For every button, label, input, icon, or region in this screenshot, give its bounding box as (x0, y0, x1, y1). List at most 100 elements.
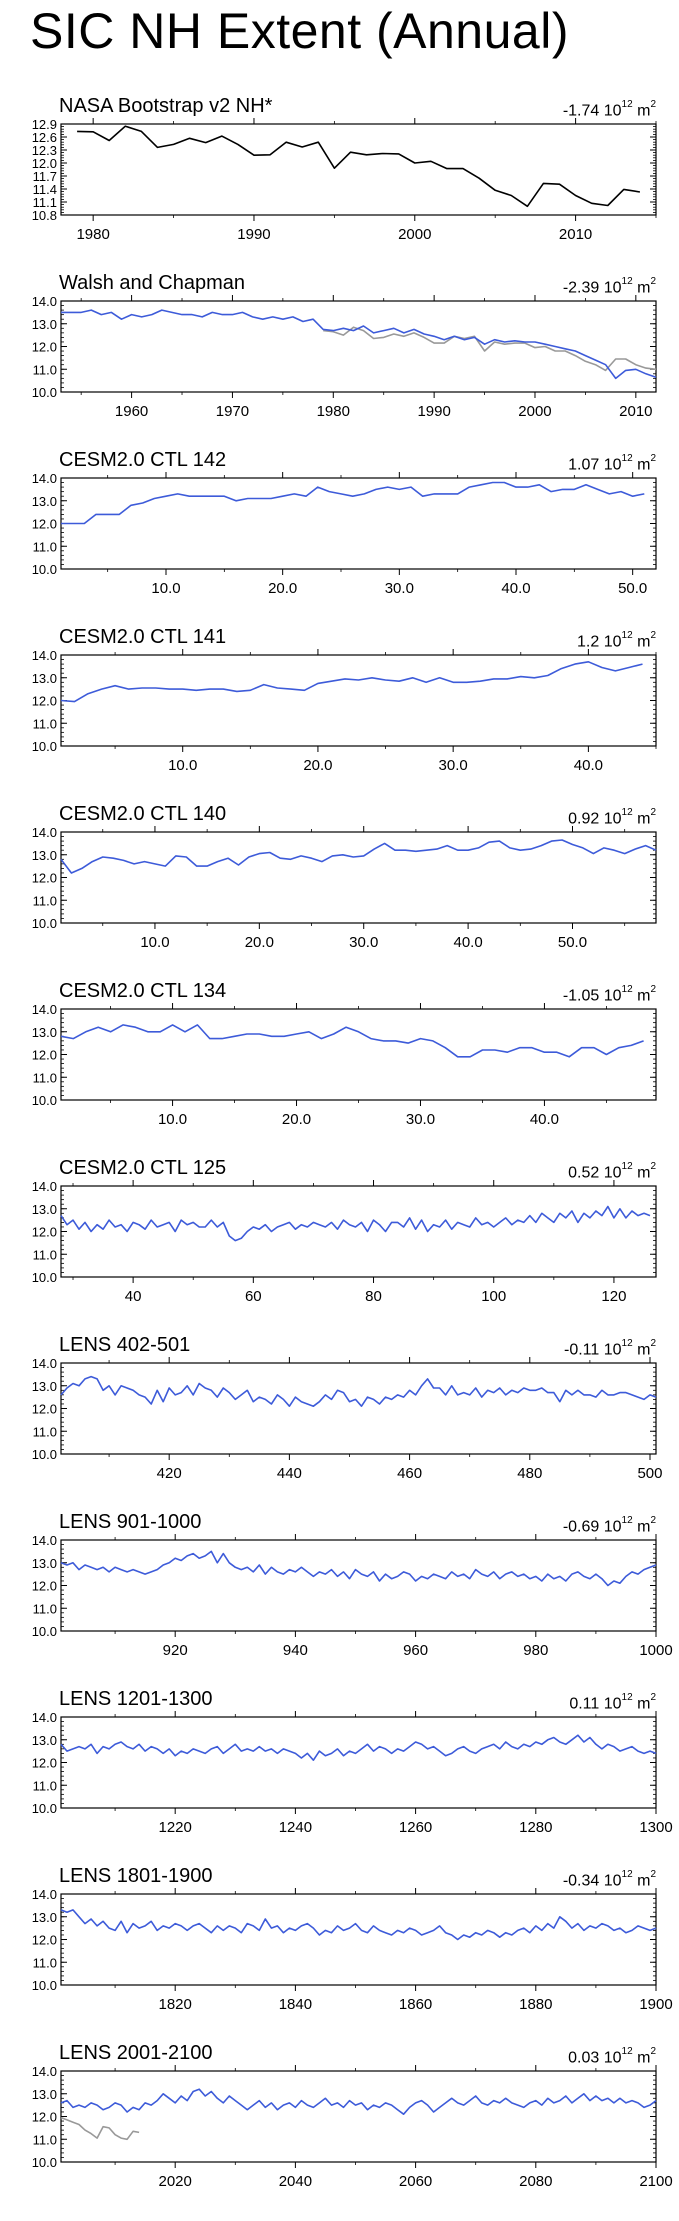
trend-unit-exponent: 12 (621, 984, 633, 995)
y-tick-label: 11.1 (33, 195, 57, 210)
x-tick-label: 2080 (519, 2173, 552, 2190)
x-tick-label: 480 (517, 1465, 542, 1482)
series-line (60, 2116, 140, 2141)
trend-unit-base: 10 (603, 1164, 622, 1182)
series-line (323, 326, 657, 372)
x-tick-label: 2000 (398, 226, 431, 243)
chart-svg: 10.0 11.0 12.0 13.0 14.0 420 440 460 480 500 (32, 1356, 663, 1482)
x-tick-label: 1280 (519, 1819, 552, 1836)
plot-frame (60, 1539, 657, 1632)
panel-title: CESM2.0 CTL 134 (59, 980, 227, 1002)
chart-panel: LENS 1801-1900 -0.34 1012 m2 10.0 11.0 12.0 1… (0, 1864, 679, 2041)
panel-title: Walsh and Chapman (59, 272, 246, 294)
trend-value: -0.69 (562, 1518, 600, 1536)
x-tick-label: 1240 (279, 1819, 312, 1836)
trend-label: -0.34 1012 m2 (563, 1866, 656, 1892)
y-tick-label: 12.0 (32, 156, 57, 171)
y-tick-label: 12.0 (32, 340, 57, 355)
y-tick-label: 11.0 (33, 362, 57, 377)
trend-unit-exponent: 2 (650, 2046, 656, 2057)
y-tick-label: 11.0 (33, 1247, 57, 1262)
y-tick-label: 13.0 (32, 494, 57, 509)
x-tick-label: 940 (283, 1642, 308, 1659)
x-tick-label: 1840 (279, 1996, 312, 2013)
trend-unit-name: m (637, 1872, 651, 1890)
y-tick-label: 12.6 (32, 130, 57, 145)
y-tick-label: 10.0 (32, 1624, 57, 1639)
trend-unit-base: 10 (603, 1341, 622, 1359)
trend-label: -1.74 1012 m2 (563, 96, 656, 122)
y-tick-label: 12.0 (32, 871, 57, 886)
trend-unit-exponent: 2 (650, 630, 656, 641)
x-tick-label: 50.0 (618, 580, 647, 597)
x-tick-label: 20.0 (303, 757, 332, 774)
x-tick-label: 500 (637, 1465, 662, 1482)
x-tick-label: 40 (125, 1288, 142, 1305)
series-line (60, 1024, 644, 1058)
chart-panel: CESM2.0 CTL 134 -1.05 1012 m2 10.0 11.0 12.0… (0, 979, 679, 1156)
trend-value: -0.11 (564, 1341, 600, 1359)
x-tick-label: 2010 (619, 403, 652, 420)
series-line (77, 125, 641, 208)
x-tick-label: 420 (157, 1465, 182, 1482)
chart-svg: 10.0 11.0 12.0 13.0 14.0 10.0 20.0 30.0 40.0 50.0 (32, 471, 657, 597)
series-line (61, 309, 657, 380)
x-tick-label: 60 (245, 1288, 262, 1305)
series-line (60, 660, 643, 703)
y-tick-label: 10.0 (32, 739, 57, 754)
trend-unit-name: m (637, 987, 651, 1005)
y-tick-label: 11.0 (33, 539, 57, 554)
x-tick-label: 120 (601, 1288, 626, 1305)
trend-unit-exponent: 2 (650, 984, 656, 995)
y-tick-label: 10.0 (32, 385, 57, 400)
x-tick-label: 920 (163, 1642, 188, 1659)
trend-unit-name: m (637, 810, 651, 828)
trend-value: 0.52 (568, 1164, 600, 1182)
y-tick-label: 11.0 (33, 716, 57, 731)
plot-frame (60, 654, 657, 747)
trend-unit-base: 10 (603, 279, 622, 297)
x-tick-label: 40.0 (530, 1111, 559, 1128)
trend-unit-base: 10 (603, 810, 622, 828)
panel-title: LENS 402-501 (59, 1334, 191, 1356)
chart-panel: LENS 901-1000 -0.69 1012 m2 10.0 11.0 12.0 13… (0, 1510, 679, 1687)
trend-label: -0.69 1012 m2 (563, 1512, 656, 1538)
y-tick-label: 12.0 (32, 1933, 57, 1948)
chart-panel: Walsh and Chapman -2.39 1012 m2 10.0 11.0 12… (0, 271, 679, 448)
x-tick-label: 1900 (639, 1996, 672, 2013)
panel-title: CESM2.0 CTL 125 (59, 1157, 227, 1179)
trend-unit-exponent: 12 (621, 453, 633, 464)
y-tick-label: 13.0 (32, 848, 57, 863)
series-line (60, 1734, 657, 1761)
y-tick-label: 13.0 (32, 317, 57, 332)
trend-value: 1.07 (568, 456, 600, 474)
trend-unit-name: m (637, 1695, 651, 1713)
trend-label: 1.07 1012 m2 (568, 450, 656, 476)
trend-unit-base: 10 (603, 1695, 622, 1713)
y-tick-label: 12.0 (32, 1579, 57, 1594)
y-tick-label: 10.0 (32, 1093, 57, 1108)
panel-title: CESM2.0 CTL 141 (59, 626, 227, 648)
trend-unit-name: m (637, 1164, 651, 1182)
panel-title: LENS 1201-1300 (59, 1688, 213, 1710)
chart-svg: 10.0 11.0 12.0 13.0 14.0 1960 1970 1980 1990 2000… (32, 294, 657, 420)
series-line (60, 1375, 657, 1407)
chart-panel: LENS 402-501 -0.11 1012 m2 10.0 11.0 12.0 13.… (0, 1333, 679, 1510)
chart-svg: 10.0 11.0 12.0 13.0 14.0 10.0 20.0 30.0 40.0 50.0 (32, 825, 657, 951)
x-tick-label: 30.0 (385, 580, 414, 597)
chart-panel: NASA Bootstrap v2 NH* -1.74 1012 m2 10.8 11… (0, 94, 679, 271)
chart-panel: LENS 1201-1300 0.11 1012 m2 10.0 11.0 12.0 13… (0, 1687, 679, 1864)
series-line (60, 2088, 657, 2115)
trend-unit-name: m (637, 1341, 651, 1359)
x-tick-label: 1980 (76, 226, 109, 243)
y-tick-label: 14.0 (32, 1179, 57, 1194)
trend-value: 0.03 (568, 2049, 600, 2067)
y-tick-label: 13.0 (32, 1202, 57, 1217)
trend-unit-exponent: 12 (621, 1869, 633, 1880)
trend-unit-exponent: 12 (621, 1515, 633, 1526)
y-tick-label: 12.0 (32, 2110, 57, 2125)
trend-unit-exponent: 12 (621, 2046, 633, 2057)
trend-label: 0.03 1012 m2 (568, 2043, 656, 2069)
trend-unit-name: m (637, 2049, 651, 2067)
trend-unit-name: m (637, 456, 651, 474)
